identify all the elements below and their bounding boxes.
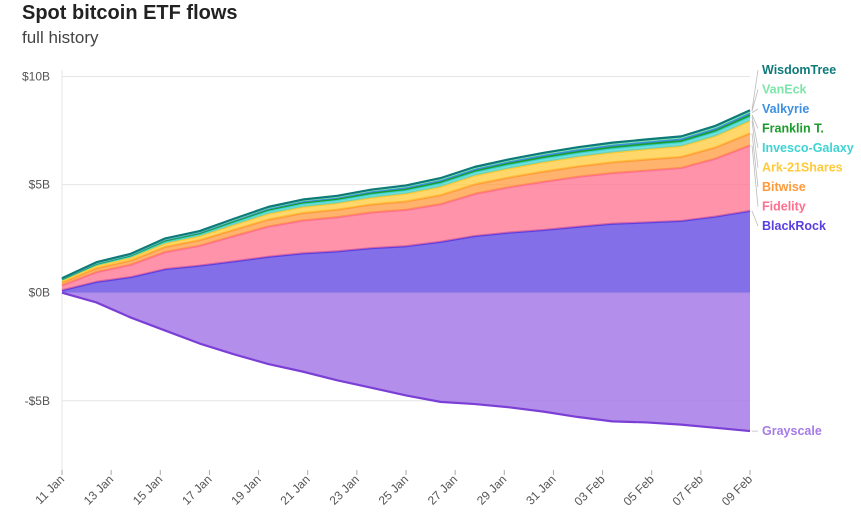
x-tick-label: 27 Jan xyxy=(425,472,460,507)
x-tick-label: 17 Jan xyxy=(179,472,214,507)
legend-label: Grayscale xyxy=(762,424,822,438)
legend-connector xyxy=(751,116,759,149)
x-tick-label: 29 Jan xyxy=(474,472,509,507)
x-tick-label: 03 Feb xyxy=(571,472,608,509)
legend-connector xyxy=(751,108,759,113)
legend-label: Fidelity xyxy=(762,200,806,214)
legend-label: Invesco-Galaxy xyxy=(762,141,854,155)
x-tick-label: 25 Jan xyxy=(376,472,411,507)
area-layer xyxy=(61,109,751,433)
legend-label: Bitwise xyxy=(762,180,806,194)
legend: WisdomTree VanEck Valkyrie Franklin T. Inves… xyxy=(751,63,854,438)
x-tick-label: 19 Jan xyxy=(228,472,263,507)
x-tick-label: 23 Jan xyxy=(327,472,362,507)
legend-label: VanEck xyxy=(762,83,807,97)
legend-label: Ark-21Shares xyxy=(762,161,843,175)
x-tick-label: 13 Jan xyxy=(81,472,116,507)
y-tick-label: $10B xyxy=(22,69,50,83)
area-grayscale xyxy=(62,292,750,432)
y-tick-label: $5B xyxy=(29,178,50,192)
x-tick-label: 21 Jan xyxy=(277,472,312,507)
legend-connector xyxy=(751,120,759,168)
legend-connector xyxy=(751,89,759,112)
x-tick-label: 15 Jan xyxy=(130,472,165,507)
area-blackrock xyxy=(62,210,750,293)
line-fidelity xyxy=(61,144,751,287)
x-tick-label: 09 Feb xyxy=(719,472,756,509)
legend-connector xyxy=(751,145,759,207)
legend-label: WisdomTree xyxy=(762,63,836,77)
line-grayscale xyxy=(61,291,751,433)
x-tick-label: 07 Feb xyxy=(670,472,707,509)
area-ark-21shares xyxy=(62,120,750,283)
y-tick-label: -$5B xyxy=(25,394,50,408)
x-tick-label: 11 Jan xyxy=(32,472,67,507)
x-tick-label: 31 Jan xyxy=(523,472,558,507)
legend-connector xyxy=(751,69,759,111)
chart-title: Spot bitcoin ETF flows xyxy=(22,2,238,24)
chart-subtitle: full history xyxy=(22,28,99,47)
area-fidelity xyxy=(62,145,750,291)
area-bitwise xyxy=(62,133,750,286)
x-tick-label: 05 Feb xyxy=(621,472,658,509)
line-wisdomtree xyxy=(61,109,751,280)
legend-label: BlackRock xyxy=(762,219,826,233)
legend-connector xyxy=(751,133,759,188)
legend-connector xyxy=(751,210,759,227)
legend-connector xyxy=(751,114,759,129)
legend-label: Valkyrie xyxy=(762,102,809,116)
legend-label: Franklin T. xyxy=(762,122,824,136)
y-tick-label: $0B xyxy=(29,286,50,300)
